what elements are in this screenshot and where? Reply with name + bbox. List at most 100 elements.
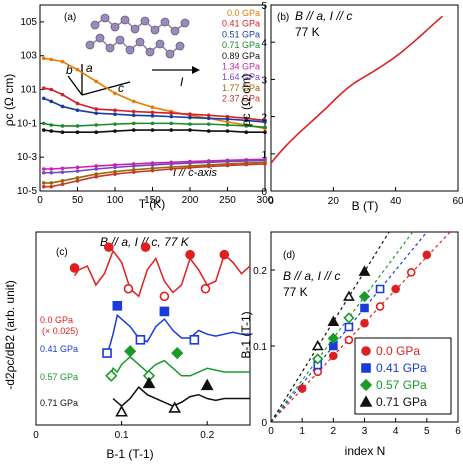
panel-a-xtick-label: 200 [182,195,199,206]
panel-c-peak-marker [69,263,80,273]
panel-a-point [41,56,46,61]
panel-c-dip-marker [105,369,118,382]
panel-d-point [422,250,432,260]
panel-a-point [94,107,99,111]
panel-a-point [169,114,174,119]
panel-a-point [131,128,136,132]
panel-a-point [75,124,80,128]
panel-a-point [49,167,54,171]
panel-c-peak-marker [171,346,184,360]
panel-d-point-open [344,335,354,345]
panel-a-point [131,170,136,174]
panel-d-xtick-label: 1 [299,426,305,437]
panel-d-point [329,351,338,361]
panel-c-dip-marker [135,335,146,345]
inset-atom [115,35,125,45]
panel-c-label: (c) [56,247,68,258]
panel-d-point-open [312,353,324,365]
inset-atom [85,40,95,50]
panel-a-xlabel: T (K) [139,197,165,211]
inset-atom [90,20,100,30]
inset-label-I: I [180,75,184,89]
panel-a-point [244,130,249,135]
panel-c-series-label: 0.71 GPa [40,398,78,408]
panel-c-peak-marker [112,300,123,311]
panel-a-point [41,96,46,101]
panel-a-point [244,162,249,167]
panel-d-point-open [375,302,385,311]
panel-c-title: B // a, I // c, 77 K [100,235,190,249]
panel-a-point [113,122,117,126]
panel-d-legend-marker [361,346,371,356]
panel-b-xtick-label: 60 [452,196,463,207]
panel-a-point [60,182,65,187]
panel-a-point [225,123,230,127]
panel-a-point [49,170,54,175]
panel-c-peak-marker [124,345,137,358]
panel-a-point [263,162,267,166]
panel-d-point-open [343,312,355,324]
panel-c-frame [35,231,251,426]
panel-d-point [360,303,369,313]
panel-a-point [188,115,192,120]
panel-c: (c) B // a, I // c, 77 K B-1 (T-1) -d2ρc… [3,231,251,461]
panel-a-point [150,121,155,126]
panel-a: (a) b ac I I // c-axis T (K) ρc (Ω cm) 0 50… [2,4,274,211]
panel-d-legend-box [354,337,452,415]
panel-d-point [327,332,339,345]
inset-atom [150,25,160,35]
panel-a-point [60,124,65,128]
panel-a-point [150,114,155,118]
panel-a-point [49,123,54,127]
panel-c-dip-marker [115,405,128,417]
panel-a-legend-entry: 1.34 GPa [222,62,260,72]
panel-a-annotation: I // c-axis [173,167,218,179]
panel-d-ytick-label: 0.2 [253,266,267,277]
panel-d-point [358,290,371,303]
panel-c-peak-marker [159,306,170,317]
panel-d-ytick-label: 0 [261,418,267,429]
panel-c-peak-marker [219,249,230,260]
panel-c-xlabel: B-1 (T-1) [106,447,153,461]
panel-a-point [131,99,136,104]
panel-a-point [49,181,54,185]
panel-c-dip-marker [123,283,134,294]
panel-a-point [60,166,65,171]
panel-a-series-line [43,129,265,134]
inset-label-a: a [86,61,93,75]
panel-d-legend-label: 0.71 GPa [376,395,427,409]
panel-b-ytick-label: 5 [261,1,267,12]
panel-b-xtick-label: 0 [268,196,274,207]
inset-label-b: b [66,63,73,77]
inset-atom [155,39,165,49]
panel-d-point [297,384,307,393]
panel-a-xtick-label: 0 [37,195,43,206]
inset-atom [125,45,135,55]
panel-a-point [60,92,65,97]
panel-a-point [263,130,267,135]
panel-b-xlabel: B (T) [352,199,379,213]
panel-a-series-line [43,57,266,130]
panel-c-peak-marker [140,242,151,252]
inset-atom [180,18,190,28]
inset-atom [95,33,105,43]
panel-b-label: (b) [277,12,289,23]
panel-c-ylabel: -d2ρc/dB2 (arb. unit) [3,280,17,390]
inset-atom [140,16,150,26]
panel-a-point [75,101,80,106]
panel-d-legend-label: 0.41 GPa [376,361,427,375]
panel-a-point [94,123,99,127]
panel-d-legend: 0.0 GPa 0.41 GPa 0.57 GPa 0.71 GPa [354,337,452,415]
panel-d-point-open [313,367,323,377]
panel-a-point [206,116,211,121]
panel-a-point [60,170,65,174]
panel-a-point [113,112,117,116]
panel-a-point [41,181,46,185]
panel-d-xtick-label: 4 [393,426,399,437]
panel-d-legend-marker [359,378,373,392]
panel-a-xtick-label: 100 [107,195,124,206]
panel-a-series-line [43,161,266,184]
panel-a-legend-entry: 0.51 GPa [222,29,260,39]
panel-c-peak-marker [103,242,114,252]
